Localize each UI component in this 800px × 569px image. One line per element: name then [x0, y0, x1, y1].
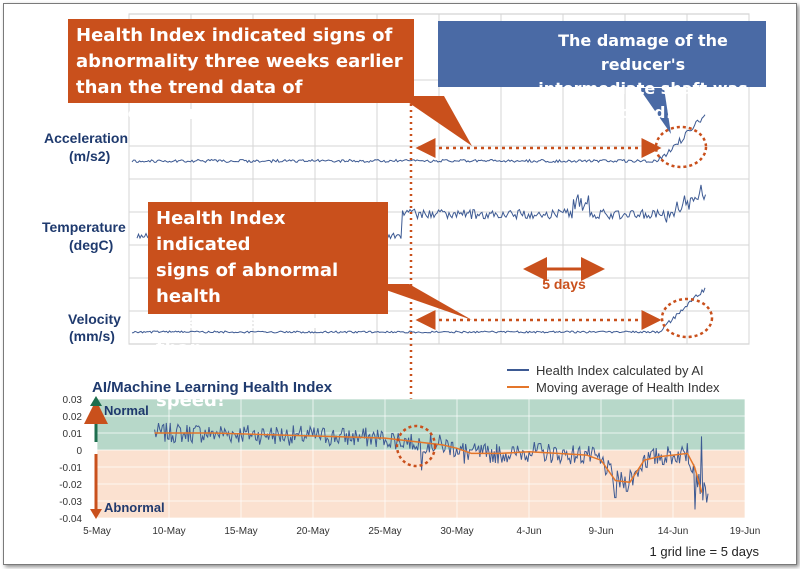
x-tick-label: 15-May — [224, 526, 257, 537]
velocity-callout: Health Index indicated signs of abnormal… — [148, 202, 388, 411]
acceleration-unit: (m/s2) — [69, 148, 110, 164]
y-tick-label: -0.04 — [59, 514, 82, 525]
velocity-callout-pointer — [369, 284, 472, 320]
legend: Health Index calculated by AI Moving ave… — [507, 363, 720, 395]
abnormal-band-label: Abnormal — [104, 500, 165, 515]
x-tick-label: 20-May — [296, 526, 329, 537]
y-tick-label: 0 — [76, 446, 82, 457]
acceleration-trend-line — [131, 114, 706, 164]
acceleration-callout-line-2: abnormality three weeks earlier — [76, 51, 403, 72]
legend-label-health-index: Health Index calculated by AI — [536, 363, 704, 378]
x-tick-label: 5-May — [83, 526, 111, 537]
x-tick-label: 14-Jun — [658, 526, 689, 537]
velocity-callout-line-1: Health Index indicated — [156, 208, 286, 255]
temperature-label: Temperature — [42, 219, 126, 235]
health-index-line — [154, 422, 709, 510]
acceleration-label: Acceleration — [44, 130, 128, 146]
velocity-label: Velocity — [68, 311, 121, 327]
x-tick-label: 30-May — [440, 526, 473, 537]
y-tick-label: -0.01 — [59, 463, 82, 474]
acceleration-callout-line-1: Health Index indicated signs of — [76, 25, 393, 46]
acceleration-callout: Health Index indicated signs of abnormal… — [68, 19, 414, 124]
abnormal-arrow-head — [90, 509, 102, 519]
y-tick-label: 0.01 — [63, 429, 83, 440]
y-tick-label: 0.02 — [63, 412, 83, 423]
velocity-unit: (mm/s) — [69, 328, 115, 344]
five-days-label: 5 days — [542, 276, 586, 292]
velocity-trend-line — [131, 287, 706, 334]
health-index-anomaly-circle — [395, 424, 437, 468]
x-tick-label: 19-Jun — [730, 526, 761, 537]
x-tick-label: 4-Jun — [516, 526, 541, 537]
y-tick-label: -0.03 — [59, 497, 82, 508]
normal-band-label: Normal — [104, 403, 149, 418]
damage-callout-line-1: The damage of the reducer's — [558, 31, 728, 74]
acceleration-anomaly-circle — [654, 125, 708, 169]
acceleration-callout-line-3: than the trend data of acceleration! — [76, 77, 303, 124]
figure-frame: Acceleration (m/s2) Temperature (degC) V… — [3, 3, 797, 565]
normal-band — [97, 399, 745, 450]
velocity-callout-line-4: the trend data of speed! — [156, 364, 330, 411]
chart-title: AI/Machine Learning Health Index — [92, 379, 333, 396]
health-index-chart: 0.03 0.02 0.01 0 -0.01 -0.02 -0.03 -0.04 5-May 1… — [59, 395, 760, 537]
grid-scale-note: 1 grid line = 5 days — [650, 544, 760, 559]
normal-arrow-head — [90, 396, 102, 406]
damage-callout-pointer — [639, 88, 671, 134]
legend-label-moving-average: Moving average of Health Index — [536, 380, 720, 395]
damage-callout-line-2: intermediate shaft was found! — [538, 79, 748, 122]
damage-callout: The damage of the reducer's intermediate… — [438, 21, 766, 122]
y-tick-label: 0.03 — [63, 395, 83, 406]
acceleration-callout-pointer — [399, 96, 472, 146]
velocity-anomaly-circle — [660, 297, 714, 339]
y-tick-label: -0.02 — [59, 480, 82, 491]
velocity-callout-line-3: three weeks earlier than — [156, 312, 354, 359]
x-tick-label: 25-May — [368, 526, 401, 537]
x-tick-label: 9-Jun — [588, 526, 613, 537]
temperature-unit: (degC) — [69, 237, 113, 253]
moving-average-line — [154, 432, 703, 493]
x-tick-label: 10-May — [152, 526, 185, 537]
velocity-callout-line-2: signs of abnormal health — [156, 260, 339, 307]
